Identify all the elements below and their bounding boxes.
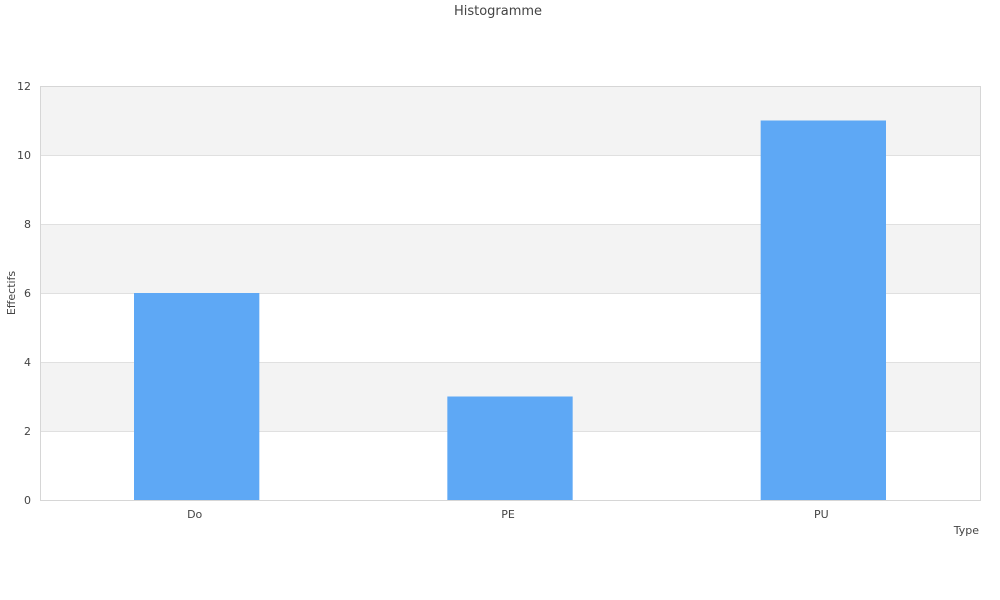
bar-pe[interactable]: [447, 396, 573, 501]
bars-group: [134, 120, 886, 501]
y-tick-label: 4: [24, 356, 31, 369]
x-tick-label: PU: [814, 508, 829, 521]
x-tick-label: Do: [187, 508, 202, 521]
x-axis-label: Type: [953, 524, 979, 537]
x-tick-label: PE: [501, 508, 515, 521]
bar-do[interactable]: [134, 293, 260, 500]
y-tick-label: 0: [24, 494, 31, 507]
y-tick-label: 8: [24, 218, 31, 231]
y-tick-label: 10: [17, 149, 31, 162]
bar-pu[interactable]: [760, 120, 886, 501]
y-tick-label: 12: [17, 80, 31, 93]
chart-title: Histogramme: [454, 4, 542, 19]
x-axis-ticks: Do PE PU: [187, 508, 829, 521]
y-axis-ticks: 0 2 4 6 8 10 12: [17, 80, 31, 507]
y-tick-label: 2: [24, 425, 31, 438]
plot-frame: [40, 86, 981, 501]
y-tick-label: 6: [24, 287, 31, 300]
y-axis-label: Effectifs: [5, 271, 18, 316]
